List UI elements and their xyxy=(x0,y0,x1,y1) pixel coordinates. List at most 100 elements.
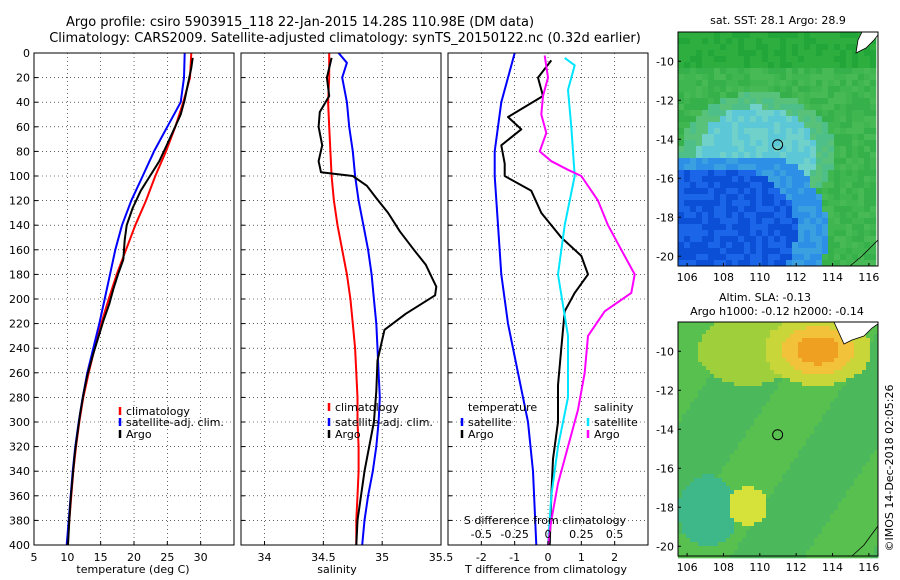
map-cell xyxy=(870,176,877,183)
map-cell xyxy=(774,50,781,57)
map-cell xyxy=(690,152,697,159)
map-cell xyxy=(684,122,691,129)
map-cell xyxy=(834,470,839,475)
map-cell xyxy=(742,386,747,391)
map-cell xyxy=(870,236,877,243)
map-cell xyxy=(790,334,795,339)
map-cell xyxy=(818,338,823,343)
map-cell xyxy=(742,398,747,403)
map-cell xyxy=(830,378,835,383)
map-cell xyxy=(828,224,835,231)
map-cell xyxy=(792,206,799,213)
map-cell xyxy=(754,370,759,375)
map-cell xyxy=(852,224,859,231)
map-cell xyxy=(830,350,835,355)
map-cell xyxy=(774,346,779,351)
map-cell xyxy=(774,116,781,123)
map-cell xyxy=(702,104,709,111)
map-cell xyxy=(866,418,871,423)
map-cell xyxy=(866,382,871,387)
map-cell xyxy=(726,398,731,403)
map-cell xyxy=(804,218,811,225)
map-cell xyxy=(818,350,823,355)
map-cell xyxy=(846,398,851,403)
map-cell xyxy=(818,394,823,399)
depth-tick-label: 20 xyxy=(16,72,30,85)
map-cell xyxy=(814,410,819,415)
map-cell xyxy=(816,224,823,231)
map-cell xyxy=(730,422,735,427)
map-cell xyxy=(690,454,695,459)
map-cell xyxy=(744,146,751,153)
map-cell xyxy=(768,218,775,225)
map-cell xyxy=(834,98,841,105)
map-cell xyxy=(722,534,727,539)
map-cell xyxy=(804,236,811,243)
map-cell xyxy=(694,490,699,495)
map-cell xyxy=(858,402,863,407)
s-tick-label: 0.25 xyxy=(569,528,594,541)
map-cell xyxy=(690,206,697,213)
map-cell xyxy=(766,370,771,375)
map-cell xyxy=(846,518,851,523)
map-cell xyxy=(758,322,763,327)
map-cell xyxy=(798,158,805,165)
map-cell xyxy=(710,546,715,551)
map-cell xyxy=(750,134,757,141)
map-cell xyxy=(846,158,853,165)
map-cell xyxy=(696,50,703,57)
map-cell xyxy=(754,482,759,487)
map-cell xyxy=(834,56,841,63)
map-cell xyxy=(814,322,819,327)
map-cell xyxy=(870,430,875,435)
map-cell xyxy=(690,374,695,379)
map-cell xyxy=(708,38,715,45)
map-cell xyxy=(684,176,691,183)
map-cell xyxy=(774,502,779,507)
map-cell xyxy=(678,62,685,69)
map-cell xyxy=(838,370,843,375)
map-cell xyxy=(858,212,865,219)
map-cell xyxy=(822,176,829,183)
map-cell xyxy=(738,482,743,487)
map-cell xyxy=(744,44,751,51)
map-cell xyxy=(866,506,871,511)
map-cell xyxy=(858,362,863,367)
map-cell xyxy=(706,330,711,335)
map-cell xyxy=(790,358,795,363)
map-cell xyxy=(684,224,691,231)
map-cell xyxy=(822,530,827,535)
map-cell xyxy=(830,382,835,387)
map-cell xyxy=(756,188,763,195)
map-cell xyxy=(834,418,839,423)
map-cell xyxy=(774,164,781,171)
map-cell xyxy=(714,62,721,69)
map-cell xyxy=(870,478,875,483)
map-cell xyxy=(730,430,735,435)
map-cell xyxy=(738,494,743,499)
map-cell xyxy=(818,450,823,455)
map-cell xyxy=(852,158,859,165)
map-cell xyxy=(858,342,863,347)
map-cell xyxy=(840,32,847,39)
map-cell xyxy=(862,514,867,519)
map-cell xyxy=(814,406,819,411)
map-cell xyxy=(862,454,867,459)
map-cell xyxy=(726,350,731,355)
map-cell xyxy=(768,236,775,243)
map-cell xyxy=(770,350,775,355)
map-cell xyxy=(816,92,823,99)
map-cell xyxy=(710,330,715,335)
map-cell xyxy=(758,482,763,487)
map-cell xyxy=(792,104,799,111)
map-cell xyxy=(706,418,711,423)
map-cell xyxy=(810,200,817,207)
map-cell xyxy=(810,370,815,375)
map-cell xyxy=(720,194,727,201)
map-cell xyxy=(802,410,807,415)
map-cell xyxy=(710,518,715,523)
map-cell xyxy=(766,402,771,407)
map-cell xyxy=(714,490,719,495)
map-cell xyxy=(714,442,719,447)
map-cell xyxy=(702,426,707,431)
